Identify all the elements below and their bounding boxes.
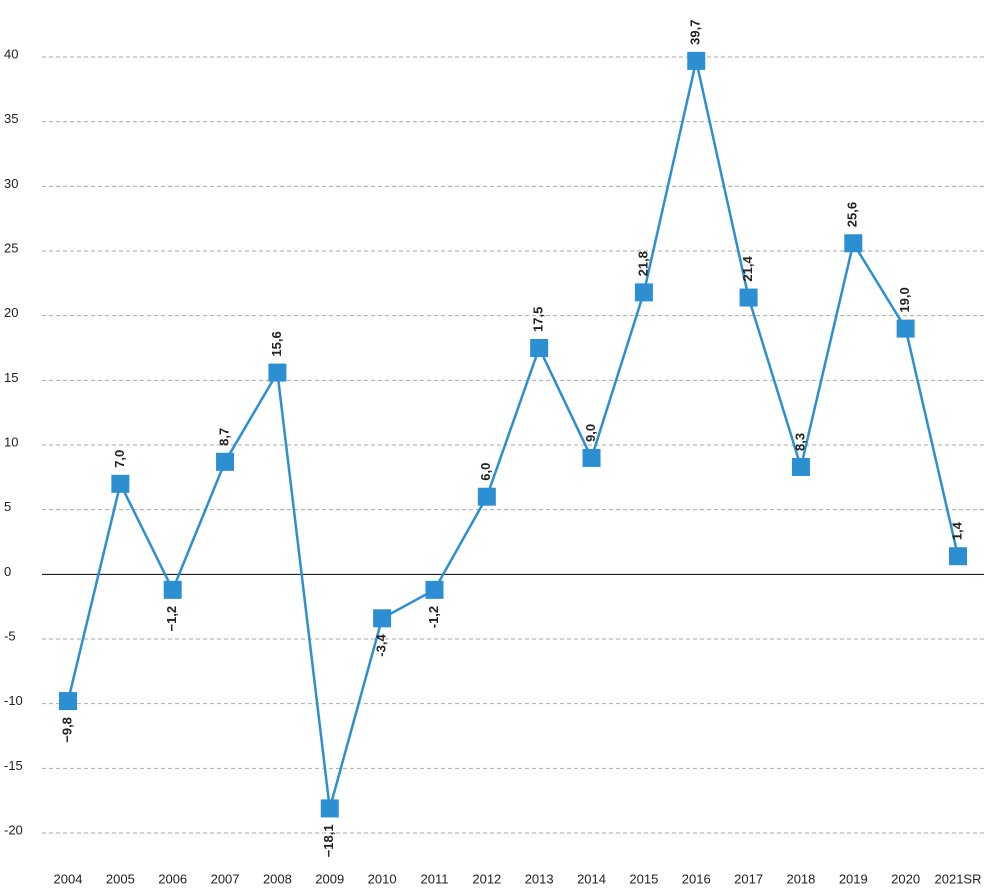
y-tick-label: 30 — [4, 176, 18, 191]
marker — [59, 692, 77, 711]
x-tick-label: 2012 — [472, 871, 501, 886]
y-tick-label: 0 — [4, 564, 11, 579]
x-tick-label: 2016 — [682, 871, 711, 886]
data-label: −18,1 — [321, 824, 336, 857]
data-label: 21,8 — [635, 251, 650, 276]
marker — [582, 448, 601, 467]
data-label: −9,8 — [59, 717, 74, 743]
data-label: −1,2 — [164, 606, 179, 632]
data-label: -1,2 — [426, 606, 441, 628]
x-tick-label: 2021SR — [935, 871, 982, 886]
x-tick-label: 2007 — [211, 871, 240, 886]
data-label: 7,0 — [112, 450, 127, 468]
y-tick-label: 40 — [4, 46, 18, 61]
marker — [791, 457, 810, 476]
y-tick-label: 25 — [4, 240, 18, 255]
y-tick-label: -15 — [4, 758, 23, 773]
data-label: 19,0 — [897, 287, 912, 312]
data-label: -3,4 — [374, 634, 389, 657]
marker — [216, 452, 235, 471]
y-tick-label: -5 — [4, 628, 16, 643]
data-label: 8,7 — [216, 428, 231, 446]
marker — [477, 487, 496, 506]
marker — [896, 319, 915, 338]
x-tick-label: 2018 — [786, 871, 815, 886]
marker — [739, 288, 758, 307]
x-tick-label: 2014 — [577, 871, 606, 886]
data-label: 21,4 — [740, 255, 755, 281]
x-tick-label: 2020 — [891, 871, 920, 886]
data-label: 39,7 — [688, 20, 703, 45]
marker — [949, 547, 967, 566]
marker — [268, 363, 287, 382]
data-label: 1,4 — [949, 521, 964, 540]
data-label: 9,0 — [583, 424, 598, 442]
y-tick-label: 10 — [4, 434, 18, 449]
x-tick-label: 2011 — [420, 871, 448, 886]
x-tick-label: 2010 — [368, 871, 397, 886]
data-label: 6,0 — [478, 463, 493, 481]
x-tick-label: 2015 — [629, 871, 658, 886]
y-tick-label: 15 — [4, 370, 18, 385]
line — [66, 60, 960, 809]
data-label: 25,6 — [845, 202, 860, 227]
x-tick-label: 2019 — [839, 871, 868, 886]
x-tick-label: 2005 — [106, 871, 135, 886]
marker — [844, 234, 863, 253]
y-tick-label: 20 — [4, 305, 18, 320]
data-label: 15,6 — [269, 331, 284, 356]
x-tick-label: 2008 — [263, 871, 292, 886]
y-tick-label: 5 — [4, 499, 11, 514]
marker — [687, 51, 706, 70]
marker — [163, 580, 182, 599]
marker — [425, 580, 444, 599]
x-tick-label: 2009 — [315, 871, 344, 886]
marker — [320, 799, 339, 818]
data-label: 17,5 — [531, 307, 546, 332]
x-tick-label: 2013 — [525, 871, 554, 886]
marker — [111, 474, 130, 493]
marker — [634, 283, 653, 302]
y-tick-label: -20 — [4, 822, 23, 837]
x-tick-label: 2006 — [158, 871, 187, 886]
x-tick-label: 2004 — [54, 871, 83, 886]
marker — [530, 339, 549, 357]
y-tick-label: -10 — [4, 693, 23, 708]
marker — [373, 609, 392, 628]
x-tick-label: 2017 — [734, 871, 763, 886]
data-label: 8,3 — [792, 433, 807, 451]
y-tick-label: 35 — [4, 111, 18, 126]
